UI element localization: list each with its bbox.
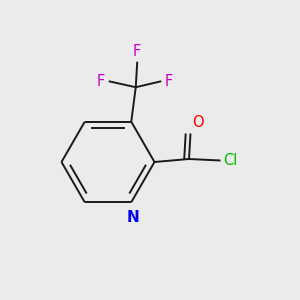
Text: F: F [133,44,141,59]
Text: F: F [97,74,105,89]
Text: N: N [126,210,139,225]
Text: F: F [165,74,173,89]
Text: O: O [192,115,204,130]
Text: Cl: Cl [223,153,237,168]
